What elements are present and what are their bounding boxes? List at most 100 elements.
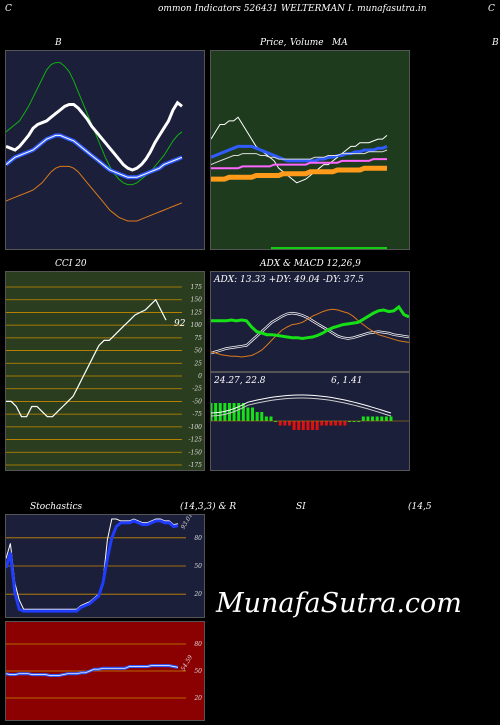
- adx-panel: ADX: 13.33 +DY: 49.04 -DY: 37.5: [210, 271, 410, 372]
- cci-last-value: 92: [174, 319, 186, 329]
- macd-histogram-bar: [211, 403, 213, 421]
- watermark: MunafaSutra.com: [216, 588, 462, 619]
- rsi-title: SI: [296, 502, 306, 512]
- bb-title: B: [55, 38, 62, 48]
- macd-histogram-bar: [375, 416, 379, 421]
- header-right: C: [488, 4, 495, 14]
- price-ma-white: [211, 149, 388, 166]
- header-left: C: [5, 4, 12, 14]
- bollinger-panel: [5, 50, 205, 250]
- macd-histogram-bar: [315, 421, 319, 430]
- price-ma-blue: [211, 144, 388, 163]
- cci-tick-label: 175: [191, 284, 203, 291]
- rsi-svg-tick-label: 50: [194, 668, 202, 675]
- macd-histogram-bar: [283, 421, 287, 426]
- adx-title: ADX & MACD 12,26,9: [260, 259, 361, 269]
- macd-histogram-bar: [227, 403, 231, 421]
- price-title: Price,: [260, 38, 287, 48]
- macd-histogram-bar: [324, 421, 328, 426]
- header-title: ommon Indicators 526431 WELTERMAN I. mun…: [158, 4, 427, 14]
- rsi-param: (14,5: [408, 502, 432, 512]
- macd-histogram-bar: [311, 421, 315, 430]
- macd-histogram-bar: [297, 421, 301, 430]
- rsi-svg-main-line: [6, 664, 179, 677]
- cci-tick-label: -150: [189, 449, 203, 456]
- macd-histogram-bar: [274, 421, 278, 422]
- macd-histogram-bar: [338, 421, 342, 426]
- macd-histogram-bar: [352, 421, 356, 422]
- macd-histogram-bar: [384, 416, 388, 421]
- cci-tick-label: -50: [192, 398, 202, 405]
- stoch-param: (14,3,3) & R: [180, 502, 237, 512]
- macd-histogram-bar: [223, 403, 227, 421]
- cci-line: [6, 298, 167, 418]
- macd-histogram-bar: [366, 416, 370, 421]
- macd-histogram-bar: [329, 421, 333, 426]
- macd-chart: [211, 394, 409, 430]
- cci-tick-label: 25: [193, 360, 202, 367]
- macd-histogram-bar: [264, 416, 268, 421]
- stoch-svg-tick-label: 20: [193, 591, 202, 598]
- rsi-chart: 80 50 20 54.59: [6, 641, 202, 702]
- price-ma-orange: [211, 165, 387, 182]
- cci-tick-label: -25: [192, 386, 202, 393]
- cci-tick-label: 100: [191, 322, 203, 329]
- macd-histogram-bar: [214, 403, 218, 421]
- price-chart: [211, 116, 388, 249]
- cci-tick-label: 50: [194, 348, 202, 355]
- macd-histogram-bar: [343, 421, 347, 426]
- adx-line: [211, 304, 409, 341]
- cci-tick-label: -125: [189, 437, 203, 444]
- macd-histogram-bar: [278, 421, 282, 426]
- rsi-panel: 80 50 20 54.59: [5, 621, 205, 721]
- price-volume-title: Volume: [290, 38, 324, 48]
- cci-tick-label: 150: [191, 297, 203, 304]
- macd-histogram-bar: [306, 421, 310, 430]
- cci-chart: 175 150 125 100 75 50 25 0 -25 -50 -75 -100 -125 -150…: [6, 284, 203, 469]
- macd-histogram-bar: [371, 416, 375, 421]
- adx-plus-di-inner: [211, 312, 409, 354]
- bb-upper-band: [6, 62, 183, 186]
- macd-histogram-bar: [320, 421, 324, 426]
- cci-tick-label: -75: [192, 411, 202, 418]
- bb-lower-band: [6, 165, 183, 222]
- macd-info-left: 24.27, 22.8: [214, 376, 266, 386]
- rsi-svg-last-value: 54.59: [180, 654, 195, 673]
- macd-histogram-bar: [237, 403, 241, 421]
- macd-line: [211, 394, 392, 414]
- adx-info: ADX: 13.33 +DY: 49.04 -DY: 37.5: [214, 275, 364, 285]
- cci-tick-label: 75: [194, 335, 202, 342]
- macd-histogram-bar: [334, 421, 338, 426]
- stoch-svg-last-value: 93.01: [180, 515, 195, 531]
- macd-histogram-bar: [361, 416, 365, 421]
- stoch-k-line: [6, 518, 179, 610]
- stoch-svg-main-line: [6, 519, 179, 613]
- macd-histogram-bar: [251, 407, 255, 421]
- right-edge-title: B: [492, 38, 499, 48]
- macd-histogram-bar: [287, 421, 291, 426]
- macd-histogram-bar: [269, 416, 273, 421]
- price-line: [211, 116, 388, 184]
- rsi-inner-line: [6, 665, 179, 676]
- rsi-svg-tick-label: 80: [194, 641, 202, 648]
- macd-histogram-bar: [301, 421, 305, 430]
- cci-tick-label: -100: [189, 424, 203, 431]
- stochastics-panel: 80 50 20 93.01: [5, 514, 205, 618]
- macd-signal-line: [211, 397, 392, 417]
- bb-middle-inner: [6, 134, 183, 178]
- cci-title: CCI 20: [55, 259, 87, 269]
- stoch-svg-tick-label: 50: [194, 563, 202, 570]
- macd-histogram-bar: [255, 412, 259, 421]
- stochastics-chart: 80 50 20 93.01: [6, 515, 202, 613]
- macd-histogram-bar: [347, 421, 351, 422]
- adx-minus-di: [211, 308, 409, 358]
- macd-histogram-bar: [260, 412, 264, 421]
- macd-panel: 24.27, 22.8 6, 1.41: [210, 372, 410, 471]
- macd-histogram-bar: [380, 416, 384, 421]
- price-ma-pink: [211, 158, 387, 170]
- cci-tick-label: -175: [189, 462, 203, 469]
- cci-panel: 175 150 125 100 75 50 25 0 -25 -50 -75 -100 -125 -150…: [5, 271, 205, 471]
- macd-info-right: 6, 1.41: [331, 376, 363, 386]
- stoch-svg-tick-label: 80: [194, 535, 202, 542]
- price-panel: [210, 50, 410, 250]
